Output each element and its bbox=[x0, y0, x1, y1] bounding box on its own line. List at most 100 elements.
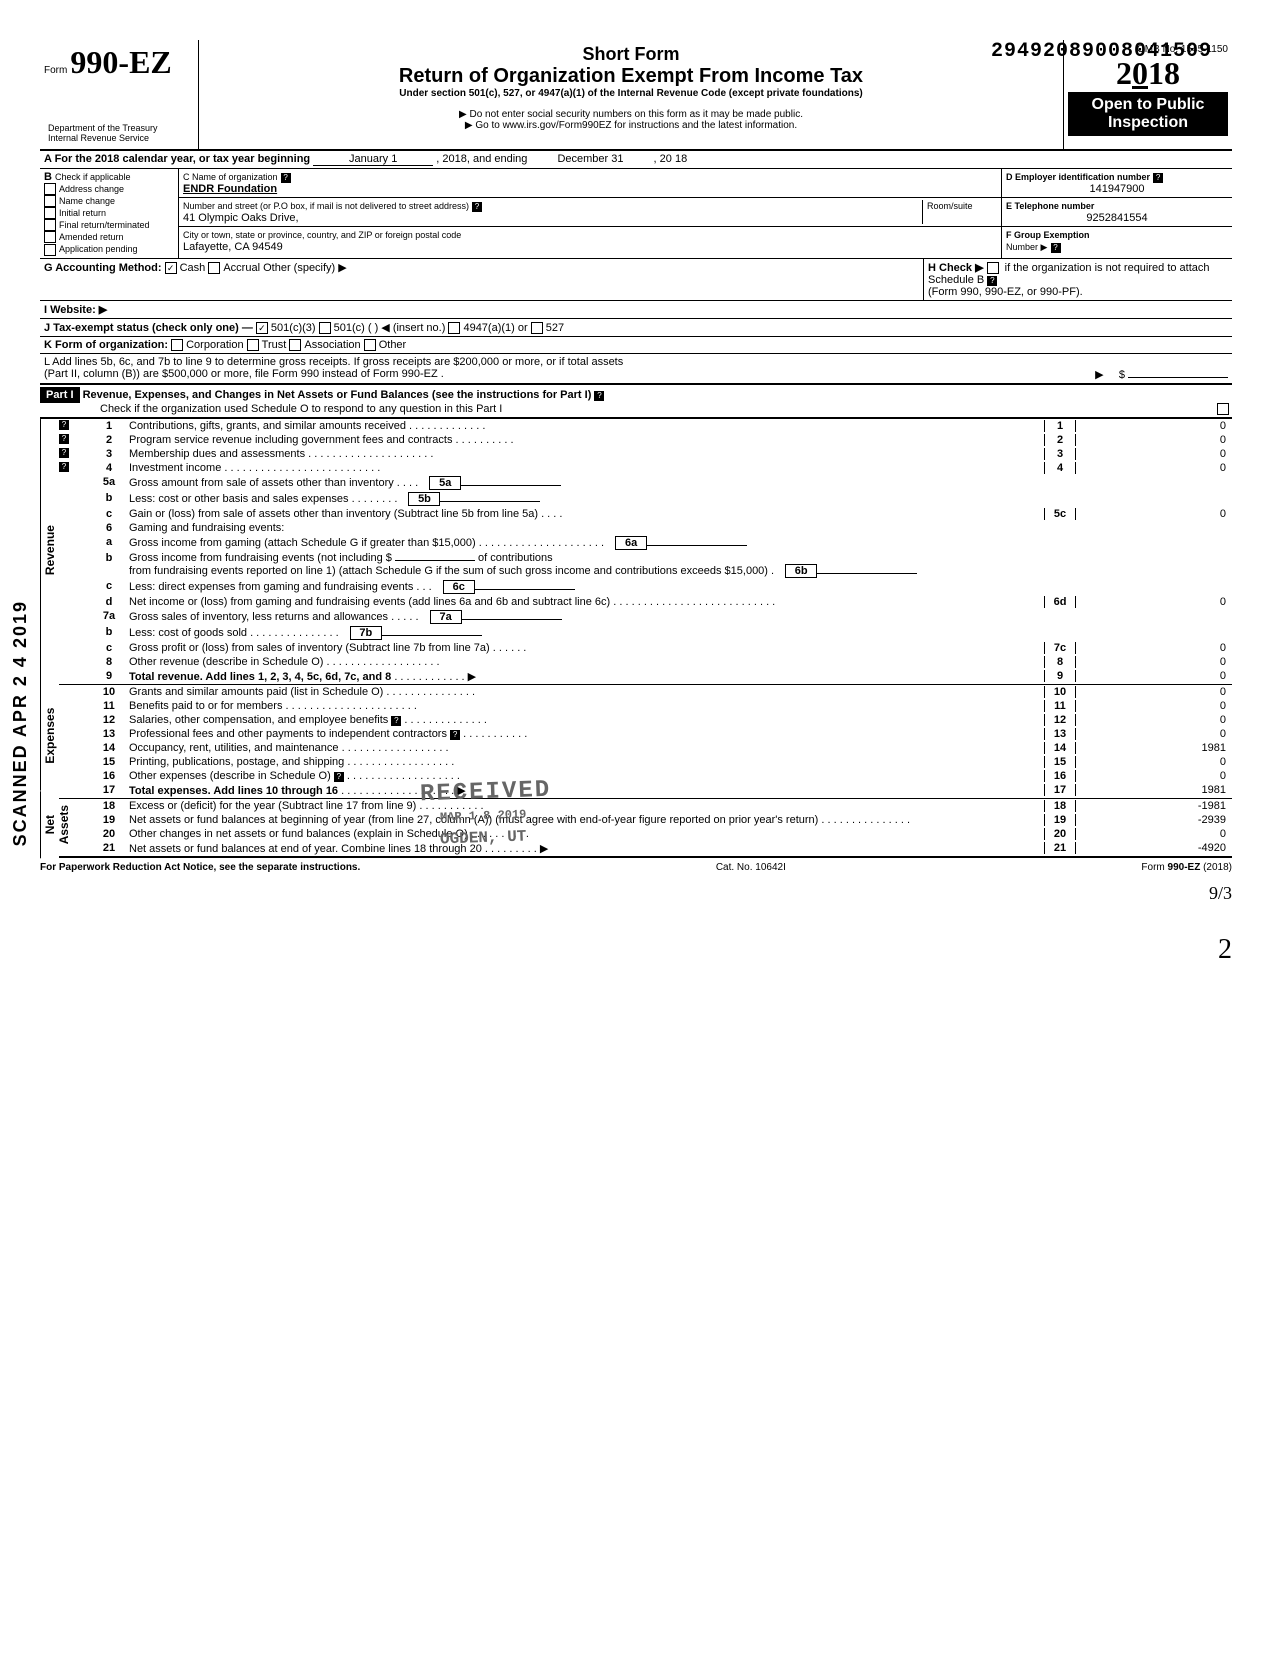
line-6b-sub: 6b bbox=[785, 564, 817, 578]
label-application-pending: Application pending bbox=[59, 244, 138, 254]
checkbox-4947[interactable] bbox=[448, 322, 460, 334]
received-date-stamp: MAR 1 8 2019 bbox=[440, 807, 527, 824]
checkbox-schedule-b[interactable] bbox=[987, 262, 999, 274]
line-4: ? 4 Investment income . . . . . . . . . … bbox=[59, 461, 1232, 475]
website-row: I Website: ▶ bbox=[40, 301, 1232, 319]
line-6d-num: d bbox=[69, 596, 129, 608]
line-14: 14 Occupancy, rent, utilities, and maint… bbox=[59, 741, 1232, 755]
help-icon: ? bbox=[1051, 243, 1061, 253]
received-stamp: RECEIVED bbox=[420, 777, 552, 809]
line-8-value: 0 bbox=[1076, 656, 1232, 668]
line-14-num: 14 bbox=[69, 742, 129, 754]
checkbox-amended-return[interactable] bbox=[44, 231, 56, 243]
help-icon: ? bbox=[987, 276, 997, 286]
line-10-text: Grants and similar amounts paid (list in… bbox=[129, 686, 383, 698]
line-9-text: Total revenue. Add lines 1, 2, 3, 4, 5c,… bbox=[129, 671, 391, 683]
line-8-text: Other revenue (describe in Schedule O) bbox=[129, 656, 323, 668]
dept-treasury: Department of the Treasury bbox=[48, 123, 190, 133]
street-label: Number and street (or P.O box, if mail i… bbox=[183, 201, 469, 211]
part-1-label: Part I bbox=[40, 387, 80, 403]
open-public-1: Open to Public bbox=[1072, 96, 1224, 114]
line-7b: b Less: cost of goods sold . . . . . . .… bbox=[59, 625, 1232, 641]
accounting-method-row: G Accounting Method: Cash Accrual Other … bbox=[40, 259, 1232, 301]
help-icon: ? bbox=[450, 730, 460, 740]
line-6a-sub: 6a bbox=[615, 536, 647, 550]
line-20-value: 0 bbox=[1076, 828, 1232, 840]
line-6d: d Net income or (loss) from gaming and f… bbox=[59, 595, 1232, 609]
line-15-box: 15 bbox=[1044, 756, 1076, 768]
checkbox-association[interactable] bbox=[289, 339, 301, 351]
line-16: 16 Other expenses (describe in Schedule … bbox=[59, 769, 1232, 783]
line-4-num: 4 bbox=[69, 462, 129, 474]
line-16-num: 16 bbox=[69, 770, 129, 782]
help-icon: ? bbox=[1153, 173, 1163, 183]
checkbox-501c3[interactable] bbox=[256, 322, 268, 334]
checkbox-corporation[interactable] bbox=[171, 339, 183, 351]
checkbox-schedule-o[interactable] bbox=[1217, 403, 1229, 415]
line-6b-text3: from fundraising events reported on line… bbox=[129, 565, 768, 577]
checkbox-501c[interactable] bbox=[319, 322, 331, 334]
help-icon: ? bbox=[59, 434, 69, 444]
line-3: ? 3 Membership dues and assessments . . … bbox=[59, 447, 1232, 461]
dln-number: 29492089008041509 bbox=[991, 40, 1212, 63]
part-1-header: Part I Revenue, Expenses, and Changes in… bbox=[40, 384, 1232, 418]
checkbox-application-pending[interactable] bbox=[44, 244, 56, 256]
line-19-box: 19 bbox=[1044, 814, 1076, 826]
line-6a-text: Gross income from gaming (attach Schedul… bbox=[129, 537, 476, 549]
line-6c-text: Less: direct expenses from gaming and fu… bbox=[129, 581, 413, 593]
checkbox-other-org[interactable] bbox=[364, 339, 376, 351]
handwritten-note-1: 9/3 bbox=[1209, 883, 1232, 903]
line-9-box: 9 bbox=[1044, 670, 1076, 682]
part-1-title: Revenue, Expenses, and Changes in Net As… bbox=[83, 389, 592, 401]
line-10: 10 Grants and similar amounts paid (list… bbox=[59, 685, 1232, 699]
footer-form-year: (2018) bbox=[1200, 862, 1232, 873]
line-7b-text: Less: cost of goods sold bbox=[129, 627, 247, 639]
part-1-check-text: Check if the organization used Schedule … bbox=[40, 403, 502, 415]
line-6a-num: a bbox=[69, 536, 129, 548]
checkbox-accrual[interactable] bbox=[208, 262, 220, 274]
line-10-num: 10 bbox=[69, 686, 129, 698]
line-13-box: 13 bbox=[1044, 728, 1076, 740]
telephone: 9252841554 bbox=[1006, 212, 1228, 224]
checkbox-trust[interactable] bbox=[247, 339, 259, 351]
line-11-box: 11 bbox=[1044, 700, 1076, 712]
subtitle: Under section 501(c), 527, or 4947(a)(1)… bbox=[207, 88, 1055, 99]
checkbox-name-change[interactable] bbox=[44, 195, 56, 207]
help-icon: ? bbox=[59, 420, 69, 430]
section-f-label: F Group Exemption bbox=[1006, 230, 1090, 240]
main-financial-table: Revenue Expenses Net Assets ? 1 Contribu… bbox=[40, 418, 1232, 858]
line-12-value: 0 bbox=[1076, 714, 1232, 726]
line-13-num: 13 bbox=[69, 728, 129, 740]
line-18: 18 Excess or (deficit) for the year (Sub… bbox=[59, 799, 1232, 813]
checkbox-initial-return[interactable] bbox=[44, 207, 56, 219]
line-2-text: Program service revenue including govern… bbox=[129, 434, 452, 446]
line-6b-num: b bbox=[69, 552, 129, 564]
line-21-box: 21 bbox=[1044, 842, 1076, 854]
section-g-label: G Accounting Method: bbox=[44, 262, 162, 274]
line-21-text: Net assets or fund balances at end of ye… bbox=[129, 843, 482, 855]
line-1-text: Contributions, gifts, grants, and simila… bbox=[129, 420, 406, 432]
checkbox-address-change[interactable] bbox=[44, 183, 56, 195]
help-icon: ? bbox=[594, 391, 604, 401]
line-1-value: 0 bbox=[1076, 420, 1232, 432]
line-4-value: 0 bbox=[1076, 462, 1232, 474]
line-19-value: -2939 bbox=[1076, 814, 1232, 826]
help-icon: ? bbox=[281, 173, 291, 183]
help-icon: ? bbox=[391, 716, 401, 726]
line-7c: c Gross profit or (loss) from sales of i… bbox=[59, 641, 1232, 655]
line-8-box: 8 bbox=[1044, 656, 1076, 668]
line-6: 6 Gaming and fundraising events: bbox=[59, 521, 1232, 535]
label-4947: 4947(a)(1) or bbox=[463, 322, 527, 334]
section-c-label: C Name of organization bbox=[183, 172, 278, 182]
line-5b: b Less: cost or other basis and sales ex… bbox=[59, 491, 1232, 507]
form-number: 990-EZ bbox=[70, 44, 171, 80]
checkbox-527[interactable] bbox=[531, 322, 543, 334]
line-14-value: 1981 bbox=[1076, 742, 1232, 754]
line-l-text2: (Part II, column (B)) are $500,000 or mo… bbox=[44, 368, 444, 380]
open-public-2: Inspection bbox=[1072, 114, 1224, 132]
line-5a: 5a Gross amount from sale of assets othe… bbox=[59, 475, 1232, 491]
checkbox-final-return[interactable] bbox=[44, 219, 56, 231]
checkbox-cash[interactable] bbox=[165, 262, 177, 274]
line-5c-text: Gain or (loss) from sale of assets other… bbox=[129, 508, 538, 520]
label-amended-return: Amended return bbox=[59, 232, 124, 242]
